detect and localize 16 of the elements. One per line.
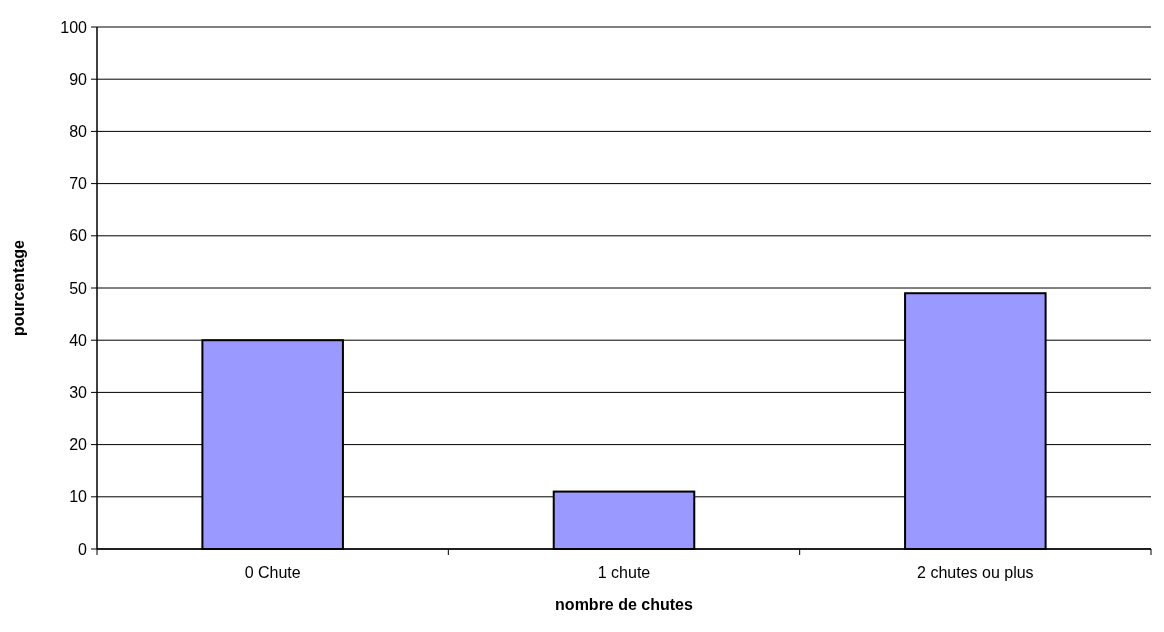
x-axis-title: nombre de chutes xyxy=(555,596,693,613)
y-tick-label: 0 xyxy=(78,540,88,558)
x-tick-label: 2 chutes ou plus xyxy=(917,564,1034,581)
y-tick-label: 20 xyxy=(69,436,88,454)
y-tick-label: 90 xyxy=(69,70,88,88)
y-tick-label: 60 xyxy=(69,227,88,245)
x-tick-label: 1 chute xyxy=(597,564,651,581)
y-tick-label: 100 xyxy=(60,18,88,36)
y-tick-label: 50 xyxy=(69,279,88,297)
y-tick-label: 30 xyxy=(69,384,88,401)
y-tick-label: 70 xyxy=(69,175,88,193)
y-tick-label: 40 xyxy=(69,331,88,349)
y-tick-label: 10 xyxy=(69,488,88,506)
y-axis-title: pourcentage xyxy=(10,239,27,337)
x-tick-label: 0 Chute xyxy=(244,564,301,581)
y-tick-label: 80 xyxy=(69,123,88,140)
